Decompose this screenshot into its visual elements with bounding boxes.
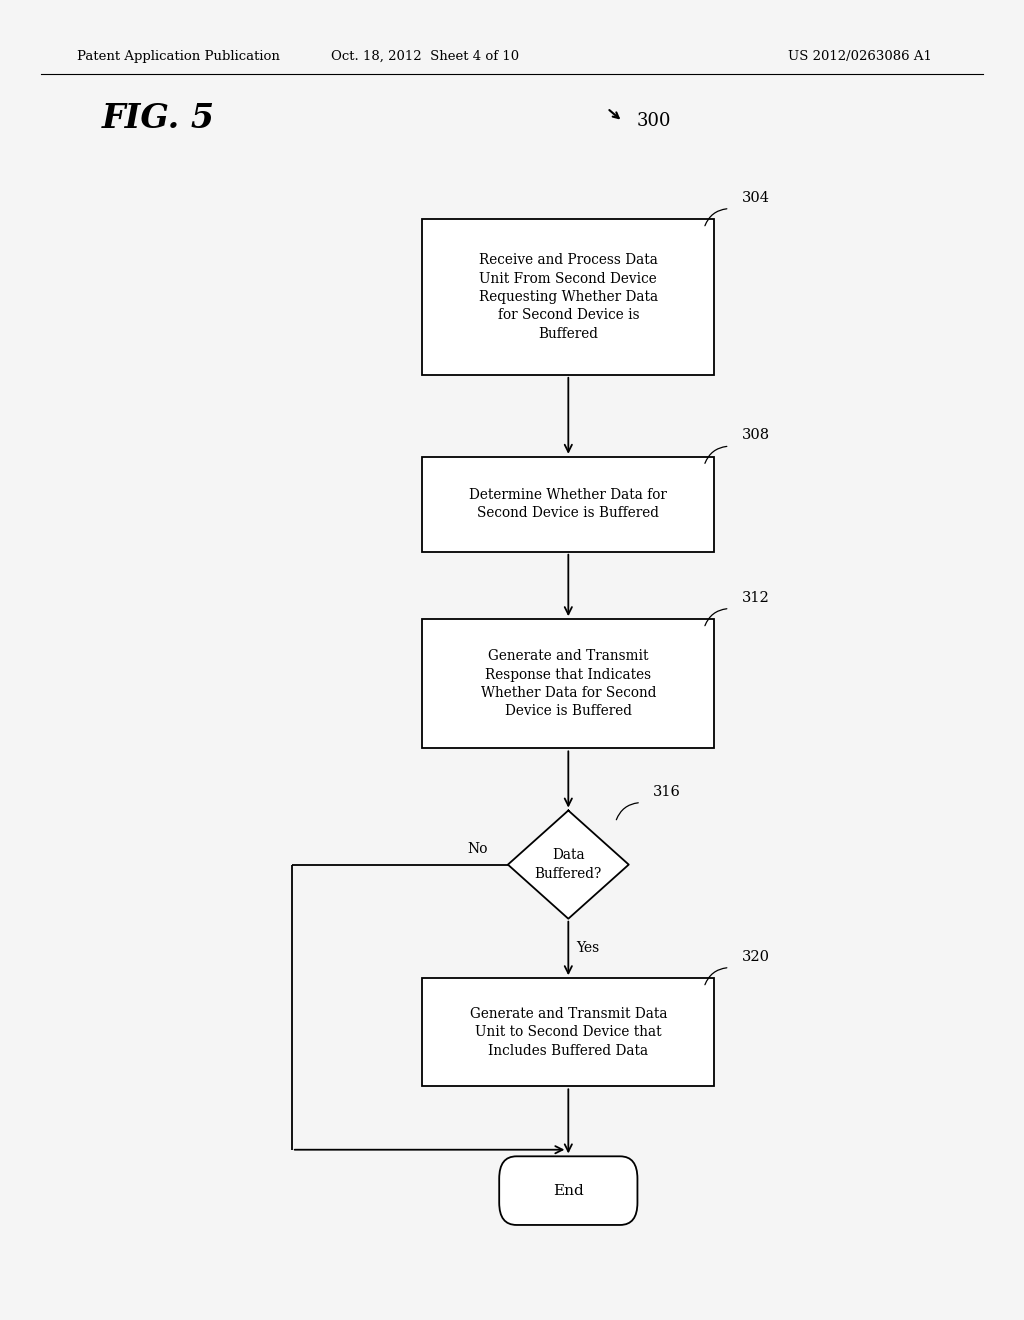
Text: 300: 300 bbox=[637, 112, 672, 131]
Text: FIG. 5: FIG. 5 bbox=[102, 103, 215, 135]
Text: 312: 312 bbox=[741, 590, 770, 605]
Text: Determine Whether Data for
Second Device is Buffered: Determine Whether Data for Second Device… bbox=[469, 488, 668, 520]
Text: 308: 308 bbox=[741, 428, 770, 442]
FancyBboxPatch shape bbox=[423, 219, 715, 375]
Text: No: No bbox=[467, 842, 487, 855]
Polygon shape bbox=[508, 810, 629, 919]
Text: End: End bbox=[553, 1184, 584, 1197]
FancyBboxPatch shape bbox=[500, 1156, 637, 1225]
Text: 304: 304 bbox=[741, 190, 770, 205]
Text: Generate and Transmit
Response that Indicates
Whether Data for Second
Device is : Generate and Transmit Response that Indi… bbox=[480, 649, 656, 718]
Text: 316: 316 bbox=[653, 784, 681, 799]
Text: 320: 320 bbox=[741, 949, 770, 964]
Text: Generate and Transmit Data
Unit to Second Device that
Includes Buffered Data: Generate and Transmit Data Unit to Secon… bbox=[470, 1007, 667, 1057]
Text: Patent Application Publication: Patent Application Publication bbox=[77, 50, 280, 63]
Text: US 2012/0263086 A1: US 2012/0263086 A1 bbox=[787, 50, 932, 63]
FancyBboxPatch shape bbox=[423, 978, 715, 1086]
FancyBboxPatch shape bbox=[423, 619, 715, 748]
Text: Oct. 18, 2012  Sheet 4 of 10: Oct. 18, 2012 Sheet 4 of 10 bbox=[331, 50, 519, 63]
Text: Receive and Process Data
Unit From Second Device
Requesting Whether Data
for Sec: Receive and Process Data Unit From Secon… bbox=[479, 253, 657, 341]
Text: Data
Buffered?: Data Buffered? bbox=[535, 849, 602, 880]
Text: Yes: Yes bbox=[577, 941, 600, 956]
FancyBboxPatch shape bbox=[423, 457, 715, 552]
